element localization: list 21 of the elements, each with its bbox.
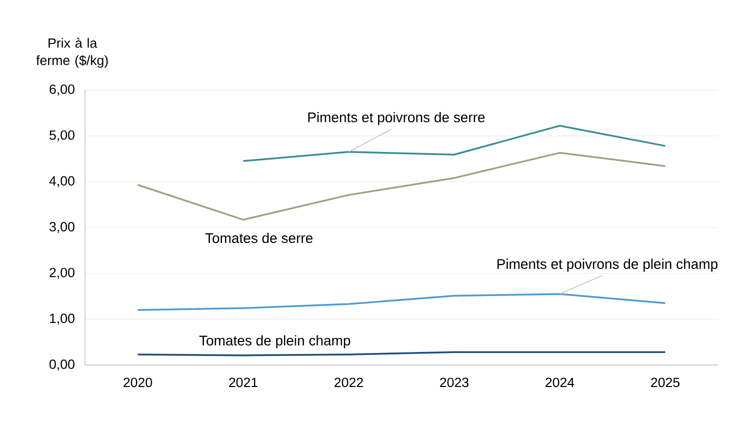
line-series — [136, 152, 666, 221]
x-tick-label: 2023 — [440, 378, 468, 388]
y-tick-label: 3,00 — [50, 222, 74, 234]
y-tick-label: 2,00 — [50, 268, 74, 279]
x-tick-label: 2025 — [651, 378, 680, 388]
y-tick-label: 4,00 — [49, 176, 74, 188]
series-label: Tomates de plein champ — [199, 335, 350, 348]
y-tick-label: 1,00 — [50, 314, 74, 325]
x-tick-label: 2020 — [124, 378, 152, 388]
series-label: Tomates de serre — [205, 232, 312, 244]
y-axis-title: Prix à la ferme ($/kg) — [36, 38, 108, 68]
x-tick-label: 2024 — [546, 378, 574, 388]
series-label: Piments et poivrons de serre — [308, 112, 485, 126]
line-series — [136, 293, 666, 311]
x-tick-label: 2022 — [334, 378, 363, 388]
y-tick-label: 0,00 — [50, 359, 74, 371]
y-tick-label: 5,00 — [50, 130, 74, 142]
y-tick-label: 6,00 — [50, 84, 74, 96]
series-label: Piments et poivrons de plein champ — [497, 258, 718, 272]
line-series — [242, 124, 666, 162]
x-tick-label: 2021 — [229, 378, 258, 388]
